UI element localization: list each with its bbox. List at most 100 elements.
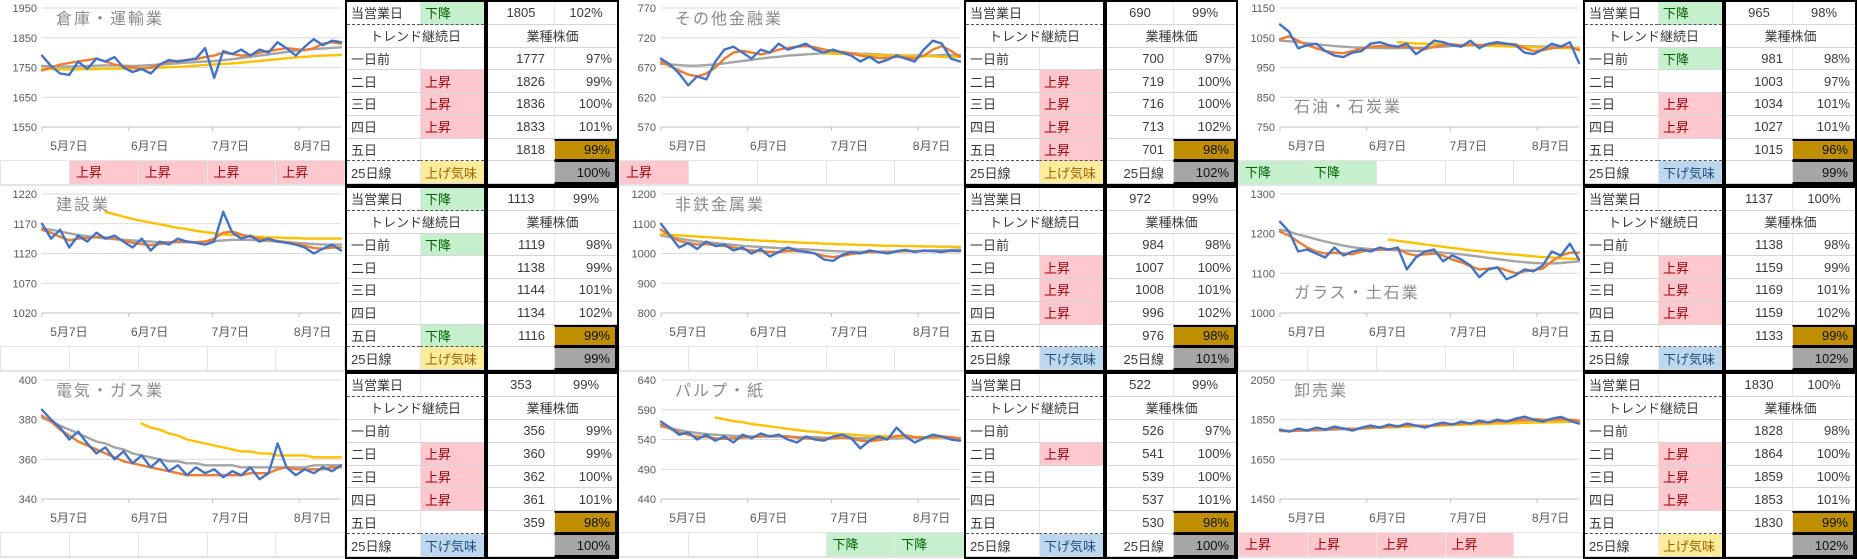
- sector-line-chart[interactable]: 1950 1850 1750 1650 1550 倉庫・運輸業: [0, 0, 345, 134]
- price-percent-cell[interactable]: 102%: [1792, 301, 1855, 325]
- price-percent-cell[interactable]: 100%: [554, 161, 617, 184]
- price-percent-cell[interactable]: 99%: [1173, 188, 1236, 211]
- price-value-cell[interactable]: 1034: [1726, 93, 1792, 116]
- row-label[interactable]: 五日: [1585, 139, 1658, 162]
- price-percent-cell[interactable]: 99%: [1792, 256, 1855, 279]
- row-label[interactable]: 二日: [1585, 70, 1658, 93]
- price-value-cell[interactable]: 1138: [488, 256, 554, 279]
- price-percent-cell[interactable]: 99%: [1173, 2, 1236, 25]
- price-percent-cell[interactable]: 97%: [1173, 47, 1236, 71]
- row-label[interactable]: 五日: [347, 511, 420, 535]
- signal-cell[interactable]: [757, 346, 827, 371]
- price-percent-cell[interactable]: 99%: [554, 70, 617, 93]
- row-label[interactable]: 五日: [1585, 511, 1658, 535]
- signal-cell[interactable]: [70, 346, 139, 371]
- price-percent-cell[interactable]: 100%: [1173, 442, 1236, 466]
- price-percent-cell[interactable]: 101%: [1173, 347, 1236, 370]
- price-percent-cell[interactable]: 102%: [1792, 347, 1855, 370]
- price-percent-cell[interactable]: 101%: [1792, 115, 1855, 139]
- price-value-cell[interactable]: 362: [488, 466, 554, 489]
- signal-cell[interactable]: 上昇: [619, 160, 689, 185]
- trend-status-cell[interactable]: [1039, 188, 1103, 211]
- row-label[interactable]: 二日: [966, 70, 1039, 93]
- price-value-cell[interactable]: 356: [488, 420, 554, 443]
- price-value-cell[interactable]: [488, 347, 554, 370]
- trend-status-cell[interactable]: [1658, 188, 1722, 211]
- price-percent-cell[interactable]: 99%: [1792, 324, 1855, 348]
- trend-status-cell[interactable]: [1658, 374, 1722, 397]
- trend-status-cell[interactable]: 上げ気味: [420, 161, 484, 184]
- trend-status-cell[interactable]: [420, 47, 484, 71]
- price-value-cell[interactable]: 1003: [1726, 70, 1792, 93]
- price-value-cell[interactable]: 530: [1107, 511, 1173, 535]
- price-value-cell[interactable]: 690: [1107, 2, 1173, 25]
- trend-status-cell[interactable]: 上昇: [1658, 115, 1722, 139]
- row-label[interactable]: 二日: [347, 70, 420, 93]
- price-value-cell[interactable]: 1134: [488, 302, 554, 325]
- trend-status-cell[interactable]: 上昇: [1039, 279, 1103, 302]
- price-value-cell[interactable]: 1008: [1107, 279, 1173, 302]
- price-percent-cell[interactable]: 99%: [1792, 161, 1855, 184]
- price-value-cell[interactable]: 1113: [488, 188, 554, 211]
- trend-status-cell[interactable]: 上昇: [1039, 256, 1103, 279]
- trend-status-cell[interactable]: 上げ気味: [420, 347, 484, 370]
- row-label[interactable]: 二日: [966, 443, 1039, 466]
- price-percent-cell[interactable]: 98%: [1792, 2, 1855, 25]
- price-percent-cell[interactable]: 100%: [1173, 93, 1236, 116]
- price-value-cell[interactable]: 1027: [1726, 116, 1792, 139]
- trend-status-cell[interactable]: [420, 279, 484, 302]
- trend-status-cell[interactable]: 下げ気味: [420, 534, 484, 557]
- row-label[interactable]: 一日前: [1585, 234, 1658, 257]
- row-label[interactable]: 二日: [1585, 443, 1658, 466]
- row-label[interactable]: 二日: [347, 256, 420, 279]
- sector-line-chart[interactable]: 1200 1100 1000 900 800 非鉄金属業: [619, 186, 964, 320]
- trend-status-cell[interactable]: 上げ気味: [1658, 534, 1722, 557]
- row-label[interactable]: 一日前: [1585, 48, 1658, 71]
- price-percent-cell[interactable]: 100%: [1173, 70, 1236, 93]
- trend-status-cell[interactable]: 上昇: [420, 93, 484, 116]
- row-label[interactable]: 25日線: [966, 347, 1039, 370]
- row-label[interactable]: 25日線: [347, 161, 420, 184]
- price-percent-cell[interactable]: 102%: [1173, 161, 1236, 184]
- trend-status-cell[interactable]: 下げ気味: [1658, 347, 1722, 370]
- price-percent-cell[interactable]: 101%: [1173, 488, 1236, 512]
- trend-status-cell[interactable]: [1039, 374, 1103, 397]
- price-value-cell[interactable]: [1726, 534, 1792, 557]
- sector-line-chart[interactable]: 1150 1050 950 850 750 石油・石炭業: [1238, 0, 1583, 134]
- trend-status-cell[interactable]: 上昇: [420, 70, 484, 93]
- trend-status-cell[interactable]: [1658, 233, 1722, 257]
- price-value-cell[interactable]: 539: [1107, 466, 1173, 489]
- sector-line-chart[interactable]: 1300 1200 1100 1000 ガラス・土石業: [1238, 186, 1583, 320]
- price-percent-cell[interactable]: 96%: [1792, 138, 1855, 162]
- price-percent-cell[interactable]: 98%: [1792, 233, 1855, 257]
- trend-status-cell[interactable]: 上昇: [1039, 442, 1103, 466]
- signal-cell[interactable]: 下降: [1308, 160, 1377, 185]
- signal-cell[interactable]: [0, 532, 70, 557]
- price-value-cell[interactable]: 1159: [1726, 256, 1792, 279]
- price-value-cell[interactable]: 353: [488, 374, 554, 397]
- row-label[interactable]: 一日前: [347, 48, 420, 71]
- row-label[interactable]: 三日: [966, 466, 1039, 489]
- price-percent-cell[interactable]: 101%: [1173, 279, 1236, 302]
- signal-cell[interactable]: 上昇: [1445, 532, 1515, 557]
- price-value-cell[interactable]: 526: [1107, 420, 1173, 443]
- price-percent-cell[interactable]: 98%: [1173, 511, 1236, 535]
- signal-cell[interactable]: 上昇: [276, 160, 345, 185]
- row-label[interactable]: 一日前: [347, 234, 420, 257]
- row-label[interactable]: 一日前: [347, 420, 420, 443]
- trend-status-cell[interactable]: 上昇: [1658, 279, 1722, 302]
- trend-status-cell[interactable]: 上昇: [1658, 442, 1722, 466]
- trend-status-cell[interactable]: 下降: [420, 188, 484, 211]
- row-label[interactable]: 当営業日: [1585, 374, 1658, 397]
- row-label[interactable]: 一日前: [1585, 420, 1658, 443]
- signal-cell[interactable]: [138, 532, 208, 557]
- signal-cell[interactable]: 下降: [895, 532, 964, 557]
- trend-status-cell[interactable]: 上昇: [420, 442, 484, 466]
- trend-status-cell[interactable]: [1658, 138, 1722, 162]
- signal-cell[interactable]: [895, 346, 964, 371]
- trend-status-cell[interactable]: 上昇: [1658, 488, 1722, 512]
- trend-status-cell[interactable]: [1039, 465, 1103, 489]
- signal-cell[interactable]: 上昇: [1376, 532, 1446, 557]
- trend-status-cell[interactable]: [1039, 2, 1103, 25]
- price-percent-cell[interactable]: 99%: [554, 256, 617, 279]
